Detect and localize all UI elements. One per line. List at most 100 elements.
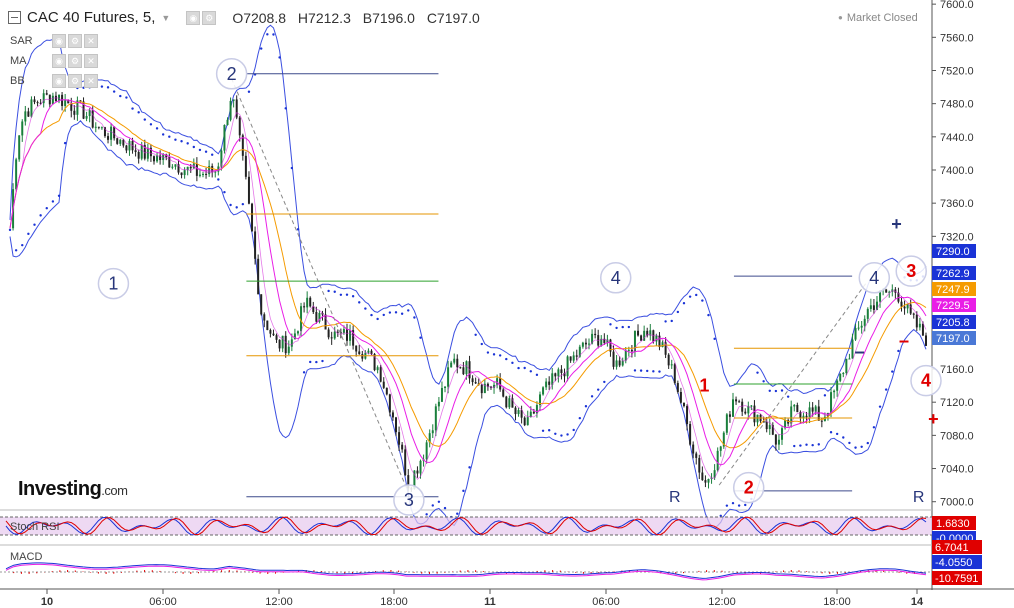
settings-icon[interactable]: ⚙ — [68, 34, 82, 48]
close-icon[interactable]: ✕ — [84, 34, 98, 48]
candle-body — [79, 100, 82, 102]
candle-body — [330, 337, 333, 339]
eye-icon[interactable]: ◉ — [52, 54, 66, 68]
candle-body — [505, 396, 508, 408]
ohlc-open: O7208.8 — [232, 9, 287, 26]
market-status: Market Closed — [838, 12, 918, 24]
settings-icon[interactable]: ⚙ — [68, 54, 82, 68]
sar-dot — [866, 441, 869, 445]
sar-dot — [695, 293, 698, 297]
candle-body — [508, 398, 511, 408]
sar-dot — [731, 501, 735, 505]
candle-body — [915, 314, 918, 328]
candle-body — [655, 335, 658, 342]
candle-body — [174, 164, 177, 167]
close-icon[interactable]: ✕ — [84, 54, 98, 68]
candle-body — [42, 93, 45, 104]
close-icon[interactable]: ✕ — [84, 74, 98, 88]
candle-body — [554, 373, 557, 377]
candle-body — [318, 312, 321, 322]
eye-icon[interactable]: ◉ — [52, 34, 66, 48]
candle-body — [459, 367, 462, 369]
candle-body — [97, 126, 100, 128]
sar-dot — [27, 232, 30, 236]
candle-body — [91, 110, 94, 128]
chart-marker: − — [854, 342, 865, 362]
candle-body — [385, 387, 388, 395]
candle-body — [735, 399, 738, 402]
sar-dot — [560, 434, 563, 437]
price-tick-label: 7080.0 — [940, 430, 974, 442]
sar-dot — [192, 145, 196, 149]
sar-dot — [376, 317, 379, 321]
candle-body — [692, 444, 695, 454]
candle-body — [165, 154, 168, 158]
indicator-row-ma: MA ◉ ⚙ ✕ — [10, 54, 98, 68]
eye-icon[interactable]: ◉ — [186, 10, 201, 25]
candle-body — [698, 457, 701, 473]
candle-body — [793, 404, 796, 407]
sar-dot — [688, 295, 692, 298]
candle-body — [511, 398, 514, 408]
time-tick-label: 14 — [911, 596, 924, 608]
eye-icon[interactable]: ◉ — [52, 74, 66, 88]
settings-icon[interactable]: ⚙ — [68, 74, 82, 88]
sar-dot — [431, 504, 434, 507]
candle-body — [370, 350, 373, 354]
candle-body — [517, 410, 520, 415]
candle-body — [437, 401, 440, 407]
candle-body — [480, 384, 483, 394]
sar-dot — [180, 140, 183, 143]
candle-body — [839, 373, 842, 381]
candle-body — [122, 139, 125, 146]
sar-dot — [498, 354, 502, 357]
sar-dot — [339, 293, 343, 296]
bollinger-upper-band — [9, 24, 927, 395]
sar-dot — [407, 309, 410, 312]
stoch-rsi-d-line — [5, 516, 927, 536]
price-tick-label: 7560.0 — [940, 32, 974, 44]
candle-body — [857, 327, 860, 329]
candle-body — [557, 369, 560, 377]
candle-body — [581, 342, 584, 347]
candle-body — [339, 332, 342, 334]
macd-tag-bg — [932, 555, 982, 569]
wave-label-circle — [97, 267, 130, 300]
candle-body — [229, 100, 232, 120]
sar-dot — [884, 388, 888, 391]
candle-body — [94, 126, 97, 128]
candle-body — [36, 102, 39, 104]
candle-body — [110, 126, 113, 140]
candle-body — [100, 127, 103, 129]
sar-dot — [682, 302, 686, 305]
candle-body — [637, 330, 640, 336]
wave-label-circle — [732, 471, 765, 504]
collapse-icon[interactable] — [8, 11, 21, 24]
sar-dot — [21, 243, 24, 247]
dropdown-arrow-icon[interactable]: ▼ — [161, 12, 171, 23]
settings-icon[interactable]: ⚙ — [202, 10, 217, 25]
candle-body — [260, 294, 263, 315]
sar-dot — [786, 395, 790, 398]
sar-dot — [143, 118, 146, 121]
candle-body — [171, 166, 174, 168]
price-tag-label: 7247.9 — [936, 284, 970, 296]
sar-dot — [149, 123, 153, 126]
indicator-row-bb: BB ◉ ⚙ ✕ — [10, 74, 98, 88]
moving-average-mid — [9, 99, 927, 466]
macd-line — [5, 562, 927, 579]
candle-body — [731, 399, 734, 417]
candle-body — [842, 373, 845, 375]
candle-body — [872, 305, 875, 310]
candle-body — [643, 330, 646, 341]
candle-body — [584, 342, 587, 345]
candle-body — [851, 339, 854, 359]
candle-body — [591, 333, 594, 344]
candle-body — [251, 203, 254, 232]
candle-body — [538, 394, 541, 406]
macd-label: MACD — [10, 551, 42, 563]
sar-dot — [756, 371, 759, 374]
candle-body — [241, 135, 244, 156]
candle-body — [918, 323, 921, 328]
